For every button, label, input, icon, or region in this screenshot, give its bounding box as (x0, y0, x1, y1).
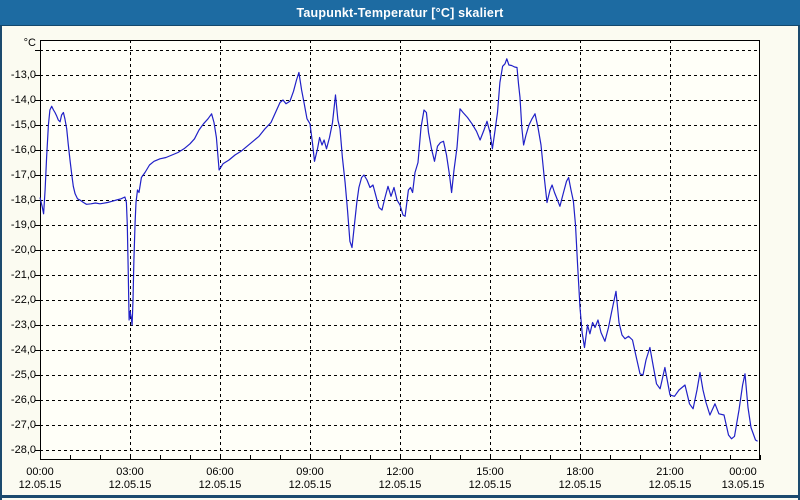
y-tick-label: -25,0 (10, 368, 36, 381)
y-tick-label: -20,0 (10, 243, 36, 256)
x-tick-label: 21:00 12.05.15 (640, 466, 700, 492)
x-tick-date: 12.05.15 (378, 479, 422, 491)
y-tick-label: -13,0 (10, 68, 36, 81)
frame-right (798, 26, 800, 500)
x-tick-time: 00:00 (26, 466, 54, 478)
title-bar: Taupunkt-Temperatur [°C] skaliert (0, 0, 800, 26)
x-tick-time: 12:00 (386, 466, 414, 478)
x-tick-label: 12:00 12.05.15 (370, 466, 430, 492)
x-tick-date: 12.05.15 (558, 479, 602, 491)
x-tick-label: 15:00 12.05.15 (460, 466, 520, 492)
x-tick-time: 03:00 (116, 466, 144, 478)
y-tick-label: -27,0 (10, 418, 36, 431)
x-tick-date: 12.05.15 (648, 479, 692, 491)
y-tick-label: -16,0 (10, 143, 36, 156)
plot-border (40, 40, 760, 460)
chart-title: Taupunkt-Temperatur [°C] skaliert (296, 5, 504, 20)
y-tick-label: -19,0 (10, 218, 36, 231)
x-tick-label: 06:00 12.05.15 (190, 466, 250, 492)
y-axis-unit-label: °C (23, 37, 36, 49)
x-tick-date: 12.05.15 (468, 479, 512, 491)
x-tick-label: 03:00 12.05.15 (100, 466, 160, 492)
y-tick-label: -26,0 (10, 393, 36, 406)
y-tick-label: -28,0 (10, 443, 36, 456)
x-tick-time: 15:00 (476, 466, 504, 478)
x-tick-label: 00:00 12.05.15 (10, 466, 70, 492)
x-tick-date: 12.05.15 (108, 479, 152, 491)
frame-left (0, 26, 2, 500)
y-tick-label: -17,0 (10, 168, 36, 181)
x-tick-label: 18:00 12.05.15 (550, 466, 610, 492)
x-tick-date: 12.05.15 (288, 479, 332, 491)
x-tick-date: 13.05.15 (721, 479, 765, 491)
x-tick-time: 18:00 (566, 466, 594, 478)
y-tick-label: -15,0 (10, 118, 36, 131)
y-tick-label: -18,0 (10, 193, 36, 206)
title-bar-background (0, 0, 800, 26)
frame-bottom (0, 495, 800, 498)
x-tick-label: 00:00 13.05.15 (713, 466, 773, 492)
x-tick-date: 12.05.15 (18, 479, 62, 491)
x-tick-time: 00:00 (729, 466, 757, 478)
x-tick-time: 06:00 (206, 466, 234, 478)
x-tick-label: 09:00 12.05.15 (280, 466, 340, 492)
y-tick-label: -21,0 (10, 268, 36, 281)
x-tick-time: 09:00 (296, 466, 324, 478)
y-tick-label: -24,0 (10, 343, 36, 356)
y-tick-label: -22,0 (10, 293, 36, 306)
x-tick-time: 21:00 (656, 466, 684, 478)
y-tick-label: -14,0 (10, 93, 36, 106)
temperature-line (39, 58, 758, 442)
x-tick-date: 12.05.15 (198, 479, 242, 491)
y-tick-label: -23,0 (10, 318, 36, 331)
